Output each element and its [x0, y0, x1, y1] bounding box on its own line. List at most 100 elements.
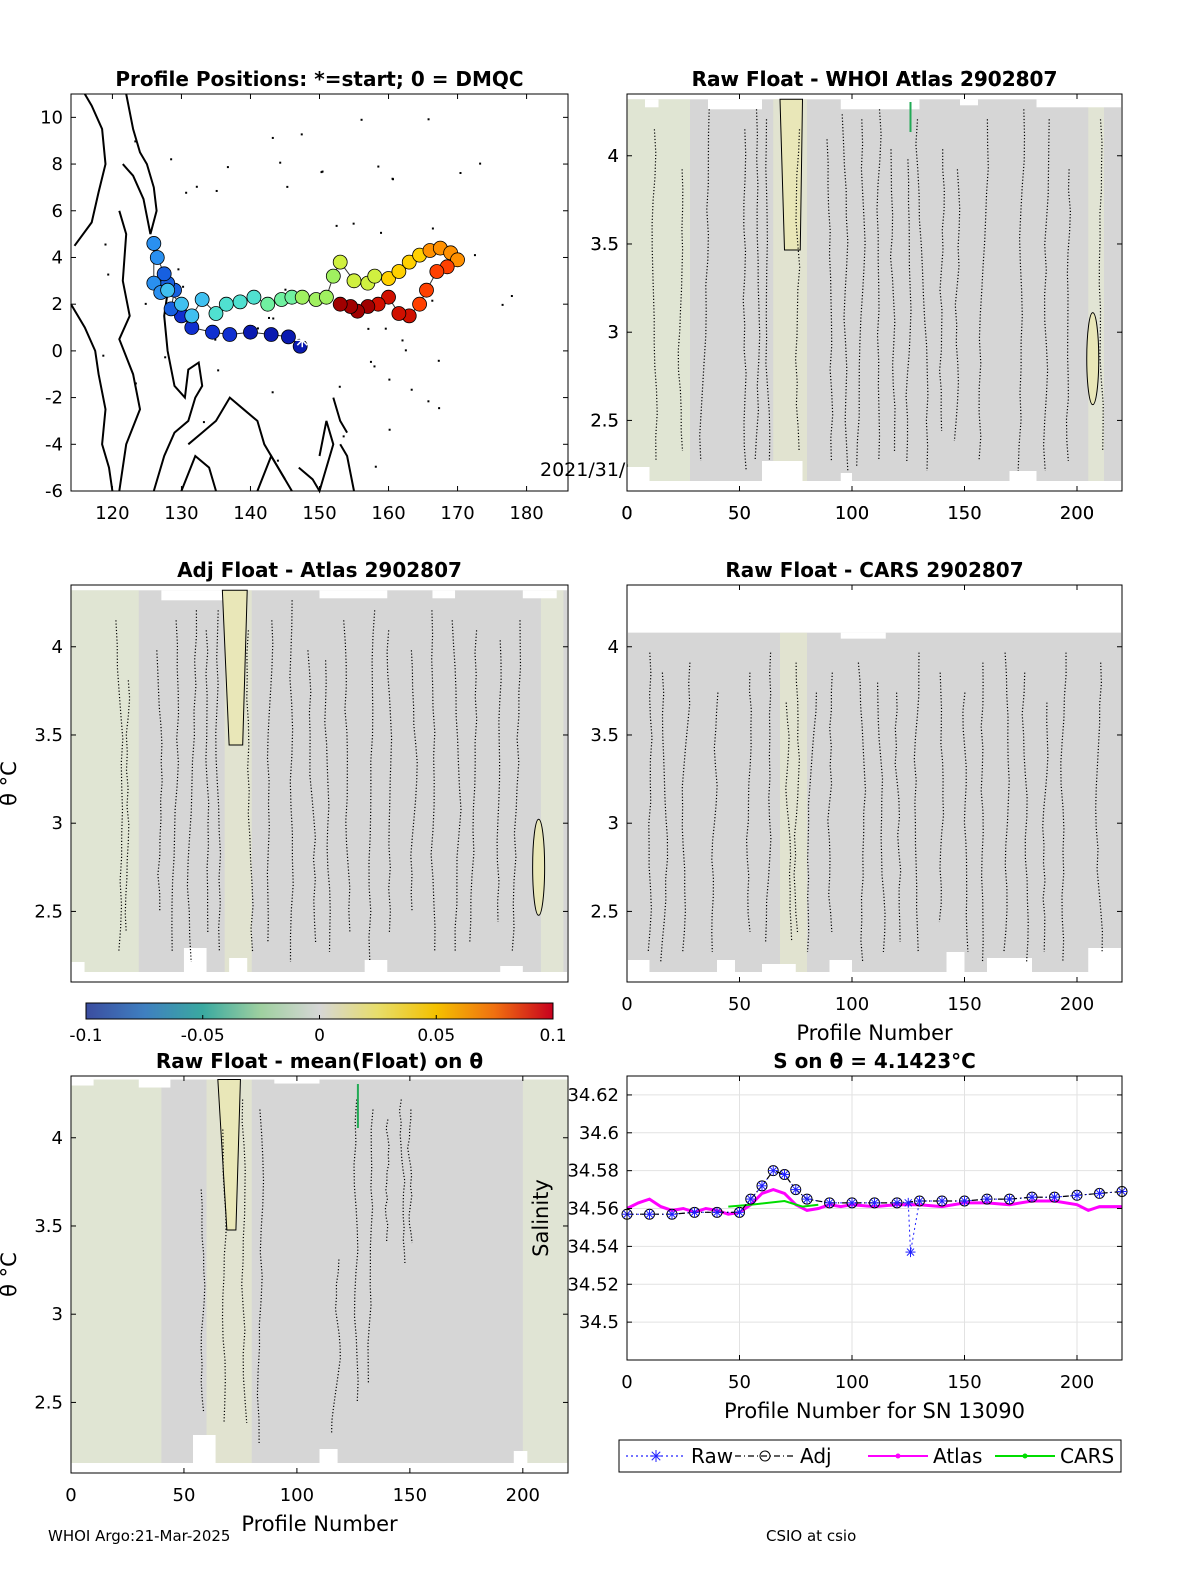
profile-marker	[412, 296, 427, 312]
axes-frame	[70, 1075, 569, 1474]
y-tick-label: 34.62	[567, 1085, 619, 1106]
contour-line	[368, 610, 376, 963]
island	[437, 359, 440, 362]
legend-entry-cars: CARS	[995, 1444, 1114, 1468]
axes-frame	[626, 584, 1123, 983]
island	[134, 140, 137, 143]
anomaly-strip	[71, 590, 139, 972]
series-atlas	[626, 1188, 1122, 1216]
no-data-gap	[500, 966, 523, 982]
coastline	[180, 454, 217, 492]
profile-marker	[294, 289, 310, 305]
anomaly-field	[628, 632, 1121, 972]
island	[321, 170, 324, 173]
x-tick-label: 0	[621, 503, 632, 524]
legend-marker	[1022, 1453, 1028, 1459]
island	[271, 136, 274, 139]
island	[195, 185, 198, 188]
x-tick-label: 150	[947, 503, 981, 524]
profile-marker	[401, 254, 417, 270]
contour-line	[754, 109, 761, 462]
contour-line	[410, 650, 418, 913]
profile-marker	[281, 329, 296, 345]
island	[267, 316, 270, 319]
axes-frame	[70, 584, 569, 983]
x-tick-label: 130	[164, 503, 198, 524]
panel-raw-atlas: Raw Float - WHOI Atlas 2902807 0 50 100 150 2…	[590, 67, 1123, 524]
island	[217, 369, 220, 372]
raw-point	[905, 1247, 916, 1258]
panel-raw-atlas: Raw Float - WHOI Atlas 2902807 0 50 100 150 2…	[590, 67, 1123, 524]
x-tick-label: 200	[1060, 1372, 1094, 1393]
contour-line	[894, 692, 902, 943]
island	[185, 191, 188, 194]
profile-marker	[260, 296, 276, 312]
no-data-gap	[71, 1079, 94, 1086]
island	[104, 243, 107, 246]
coastline	[256, 453, 286, 492]
x-tick-label: 50	[728, 503, 751, 524]
anomaly-strip	[1088, 99, 1104, 481]
contour-line	[451, 620, 462, 953]
x-tick-label: 50	[728, 1372, 751, 1393]
y-tick-label: 34.52	[567, 1274, 619, 1295]
x-tick-label: 0	[621, 1372, 632, 1393]
x-tick-label: 150	[302, 503, 336, 524]
anomaly-strip	[627, 99, 690, 481]
coastline	[118, 210, 142, 492]
x-tick-label: 200	[1060, 503, 1094, 524]
contour-line	[681, 662, 691, 953]
profile-marker	[346, 273, 362, 289]
island	[377, 165, 380, 168]
island	[272, 317, 275, 320]
profile-marker	[174, 296, 189, 312]
profile-marker	[222, 327, 238, 342]
y-tick-label: 34.6	[579, 1123, 619, 1144]
raw-point	[869, 1197, 880, 1208]
island	[367, 327, 370, 330]
y-tick-label: 34.56	[567, 1199, 619, 1220]
profile-marker	[194, 292, 210, 307]
no-data-gap	[1088, 948, 1122, 982]
no-data-gap	[645, 99, 659, 108]
contour-line	[856, 119, 866, 467]
no-data-gap	[138, 1079, 171, 1088]
coastline	[187, 396, 293, 492]
profile-marker	[160, 282, 176, 298]
island	[164, 356, 167, 359]
colorbar: -0.1 -0.05 0 0.05 0.1	[69, 1002, 567, 1046]
island	[215, 189, 218, 192]
contour-line	[171, 620, 180, 953]
island	[144, 302, 147, 305]
profile-marker	[391, 306, 407, 321]
contour-line	[877, 682, 886, 953]
island	[388, 428, 391, 431]
contour-line	[246, 630, 254, 953]
no-data-gap	[71, 962, 85, 982]
y-tick-label: 2	[52, 294, 63, 315]
island	[427, 118, 430, 121]
y-tick-label: 4	[52, 247, 63, 268]
no-data-gap	[840, 473, 852, 491]
raw-point	[1094, 1188, 1105, 1199]
island	[284, 288, 287, 291]
contour-line	[938, 672, 945, 923]
x-tick-label: 100	[280, 1485, 314, 1506]
contour-line	[677, 169, 684, 452]
x-tick-label: 120	[95, 503, 129, 524]
raw-point	[802, 1194, 812, 1205]
raw-point	[644, 1209, 655, 1220]
raw-point	[1049, 1192, 1060, 1203]
axes-frame	[626, 93, 1123, 492]
map-plot	[70, 93, 513, 494]
island	[286, 185, 289, 188]
contour-line	[938, 149, 945, 432]
x-tick-label: 200	[1060, 994, 1094, 1015]
contour-line	[256, 1109, 265, 1444]
anomaly-field	[72, 590, 567, 972]
y-tick-label: 2.5	[590, 901, 619, 922]
y-tick-label: -4	[45, 434, 63, 455]
y-tick-label: 4	[608, 146, 619, 167]
island	[380, 231, 383, 234]
positive-anomaly	[779, 98, 804, 251]
